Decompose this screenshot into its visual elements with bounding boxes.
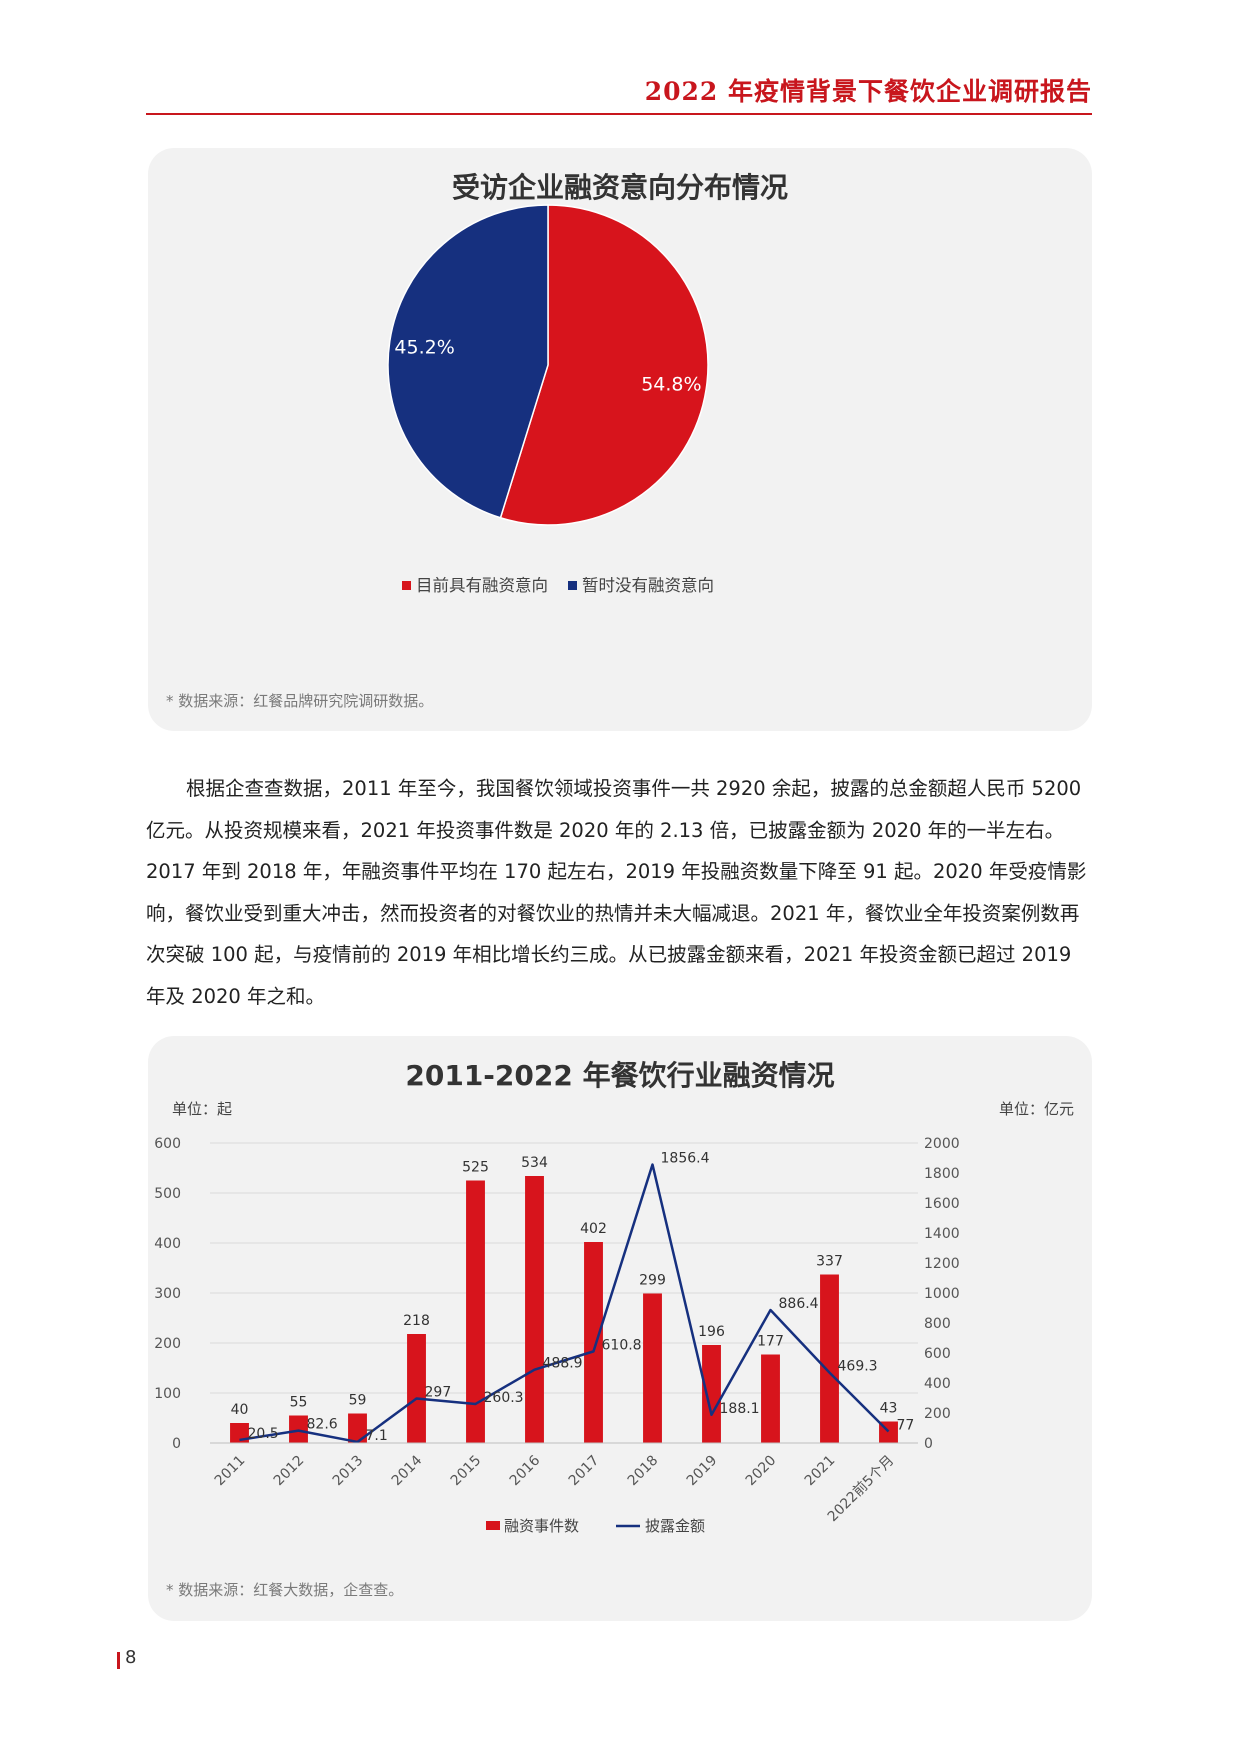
body-paragraph: 根据企查查数据，2011 年至今，我国餐饮领域投资事件一共 2920 余起，披露… [146, 768, 1090, 1017]
pie-legend-label-1: 目前具有融资意向 [416, 576, 548, 595]
line-value-label-2014: 297 [425, 1384, 452, 1400]
right-axis-tick-3: 600 [924, 1346, 951, 1362]
line-value-label-2019: 188.1 [720, 1401, 760, 1417]
bar-value-label-2013: 59 [349, 1393, 367, 1409]
line-value-label-2018: 1856.4 [661, 1151, 710, 1167]
right-axis-tick-1: 200 [924, 1406, 951, 1422]
combo-chart: 0 100 200 300 400 500 600 0 200 400 600 800 1000 1200… [154, 1136, 960, 1535]
bar-value-label-2016: 534 [521, 1155, 548, 1171]
right-axis-tick-8: 1600 [924, 1196, 960, 1212]
report-header-title: 2022 年疫情背景下餐饮企业调研报告 [644, 77, 1092, 106]
right-axis-tick-9: 1800 [924, 1166, 960, 1182]
pie-chart-title: 受访企业融资意向分布情况 [451, 171, 788, 204]
right-axis-unit: 单位：亿元 [998, 1100, 1074, 1118]
right-axis-tick-2: 400 [924, 1376, 951, 1392]
page-number-marker [117, 1652, 120, 1669]
right-axis-tick-5: 1000 [924, 1286, 960, 1302]
bar-value-label-2015: 525 [462, 1160, 489, 1176]
combo-data-source-text: 数据来源：红餐大数据，企查查。 [178, 1581, 404, 1599]
bar-value-label-2011: 40 [231, 1402, 249, 1418]
x-axis-tick-2018: 2018 [625, 1453, 662, 1490]
combo-data-source: * 数据来源：红餐大数据，企查查。 [166, 1579, 403, 1600]
line-value-label-2012: 82.6 [307, 1417, 338, 1433]
line-value-label-2017: 610.8 [602, 1337, 642, 1353]
bar-2017 [584, 1242, 603, 1443]
pie-slice-1 [499, 204, 709, 526]
combo-chart-title: 2011-2022 年餐饮行业融资情况 [405, 1059, 835, 1092]
left-axis-tick-1: 100 [154, 1386, 181, 1402]
x-axis-tick-2016: 2016 [507, 1452, 544, 1489]
bar-value-label-2022前5个月: 43 [880, 1401, 898, 1417]
combo-legend-bar-label: 融资事件数 [504, 1517, 579, 1535]
bar-value-label-2021: 337 [816, 1254, 843, 1270]
line-value-label-2011: 20.5 [248, 1426, 279, 1442]
right-axis-tick-7: 1400 [924, 1226, 960, 1242]
line-value-label-2020: 886.4 [779, 1296, 819, 1312]
body-paragraph-text: 根据企查查数据，2011 年至今，我国餐饮领域投资事件一共 2920 余起，披露… [146, 777, 1087, 1008]
pie-chart: 54.8% 45.2% 目前具有融资意向 暂时没有融资意向 [387, 204, 714, 595]
left-axis-tick-2: 200 [154, 1336, 181, 1352]
x-axis-tick-2020: 2020 [743, 1453, 780, 1490]
bar-2020 [761, 1354, 780, 1443]
line-value-label-2022前5个月: 77 [897, 1417, 915, 1433]
x-axis-tick-2019: 2019 [684, 1453, 721, 1490]
bar-value-label-2017: 402 [580, 1221, 607, 1237]
bar-2019 [702, 1345, 721, 1443]
x-axis-tick-2015: 2015 [448, 1453, 485, 1490]
bar-value-label-2020: 177 [757, 1334, 784, 1350]
pie-slice-2 [387, 204, 549, 519]
line-value-label-2015: 260.3 [484, 1390, 524, 1406]
right-axis-tick-4: 800 [924, 1316, 951, 1332]
combo-chart-panel: 2011-2022 年餐饮行业融资情况 单位：起 单位：亿元 0 100 200 30… [148, 1036, 1092, 1621]
bar-value-label-2012: 55 [290, 1395, 308, 1411]
right-axis-tick-6: 1200 [924, 1256, 960, 1272]
combo-legend-line-label: 披露金额 [645, 1517, 705, 1535]
pie-data-source: * 数据来源：红餐品牌研究院调研数据。 [166, 690, 433, 711]
line-value-label-2013: 7.1 [366, 1428, 388, 1444]
bar-2013 [348, 1413, 367, 1443]
combo-legend-bar-swatch [486, 1521, 500, 1530]
pie-slice-label-2: 45.2% [394, 336, 454, 358]
left-axis-unit: 单位：起 [172, 1100, 233, 1118]
bar-value-label-2019: 196 [698, 1324, 725, 1340]
pie-legend-label-2: 暂时没有融资意向 [582, 576, 714, 595]
header-divider [146, 113, 1092, 115]
bar-2012 [289, 1415, 308, 1443]
left-axis-tick-6: 600 [154, 1136, 181, 1152]
bar-value-label-2014: 218 [403, 1313, 430, 1329]
x-axis-tick-2011: 2011 [212, 1453, 249, 1490]
right-axis-tick-0: 0 [924, 1436, 933, 1452]
pie-legend-swatch-1 [402, 581, 411, 590]
page-number: 8 [125, 1647, 137, 1668]
left-axis-tick-5: 500 [154, 1186, 181, 1202]
left-axis-tick-0: 0 [172, 1436, 181, 1452]
pie-slice-label-1: 54.8% [641, 374, 701, 396]
x-axis-tick-2013: 2013 [330, 1453, 367, 1490]
right-axis-tick-10: 2000 [924, 1136, 960, 1152]
bar-2021 [820, 1274, 839, 1443]
x-axis-tick-2017: 2017 [566, 1453, 603, 1490]
pie-data-source-text: 数据来源：红餐品牌研究院调研数据。 [178, 692, 434, 710]
pie-legend-swatch-2 [568, 581, 577, 590]
footnote-marker: * [166, 1581, 179, 1599]
bar-2016 [525, 1176, 544, 1443]
pie-chart-panel: 受访企业融资意向分布情况 54.8% 45.2% 目前具有融资意向 暂时没有融资意向 … [148, 148, 1092, 731]
bar-2018 [643, 1293, 662, 1443]
footnote-marker: * [166, 692, 179, 710]
amount-line [239, 1163, 890, 1444]
x-axis-tick-2021: 2021 [802, 1453, 839, 1490]
left-axis-tick-4: 400 [154, 1236, 181, 1252]
line-value-label-2021: 469.3 [838, 1359, 878, 1375]
bar-2015 [466, 1180, 485, 1443]
bar-value-label-2018: 299 [639, 1273, 666, 1289]
left-axis-tick-3: 300 [154, 1286, 181, 1302]
line-value-label-2016: 488.9 [543, 1356, 583, 1372]
bar-2014 [407, 1334, 426, 1443]
x-axis-tick-2014: 2014 [389, 1452, 426, 1489]
x-axis-tick-2012: 2012 [271, 1453, 308, 1490]
